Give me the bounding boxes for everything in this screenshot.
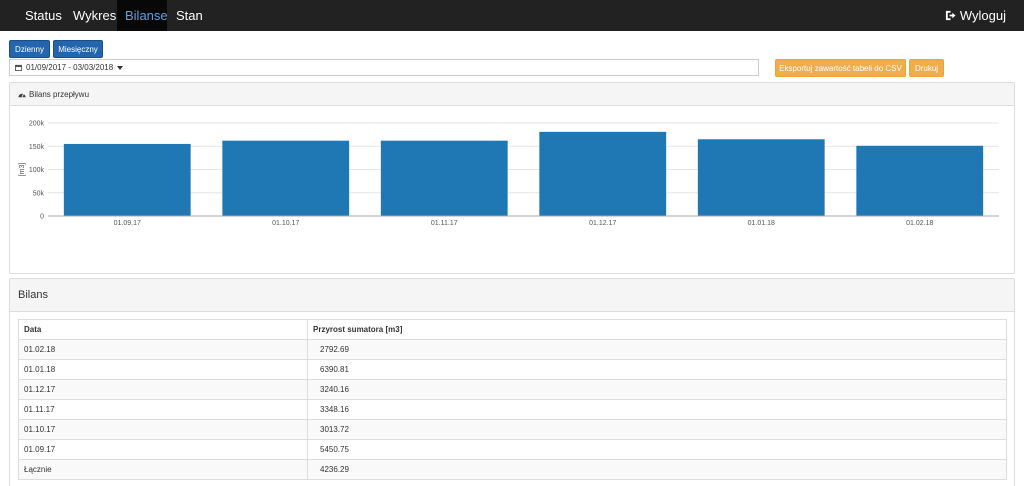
logout-label: Wyloguj	[959, 8, 1006, 23]
balance-table: Data Przyrost sumatora [m3] 01.02.18 279…	[18, 319, 1007, 480]
nav-status[interactable]: Status	[25, 8, 62, 23]
nav-wykres[interactable]: Wykres	[73, 8, 117, 23]
y-tick-label: 50k	[33, 190, 45, 197]
table-row-total: Łącznie 4236.29	[18, 459, 1007, 480]
chart-panel-title: Bilans przepływu	[29, 89, 90, 99]
table-row: 01.11.17 3348.16	[18, 399, 1007, 420]
bar	[539, 131, 667, 216]
x-tick-label: 01.02.18	[906, 220, 933, 227]
chart-panel-heading: Bilans przepływu	[10, 83, 1014, 106]
dashboard-icon	[18, 93, 26, 97]
export-csv-button[interactable]: Eksportuj zawartość tabeli do CSV	[775, 59, 906, 77]
row-value: 3013.72	[307, 419, 1007, 440]
flow-balance-panel: Bilans przepływu 0 50k 100k 150k 200k [m3] 01.…	[9, 82, 1015, 274]
balance-panel: Bilans Data Przyrost sumatora [m3] 01.02…	[9, 278, 1015, 486]
monthly-button[interactable]: Miesięczny	[53, 40, 103, 58]
bar	[856, 145, 984, 216]
x-tick-label: 01.12.17	[589, 220, 616, 227]
y-axis-label: [m3]	[19, 163, 26, 177]
row-value: 2792.69	[307, 339, 1007, 360]
row-date: 01.02.18	[18, 339, 308, 360]
print-button[interactable]: Drukuj	[909, 59, 944, 77]
row-date: 01.12.17	[18, 379, 308, 400]
x-tick-label: 01.11.17	[431, 220, 458, 227]
row-date: 01.11.17	[18, 399, 308, 420]
calendar-icon	[15, 64, 22, 71]
y-tick-label: 0	[40, 214, 44, 221]
row-value: 5450.75	[307, 439, 1007, 460]
table-header-row: Data Przyrost sumatora [m3]	[18, 319, 1007, 340]
row-value: 3240.16	[307, 379, 1007, 400]
table-row: 01.01.18 6390.81	[18, 359, 1007, 380]
row-date: 01.10.17	[18, 419, 308, 440]
table-row: 01.02.18 2792.69	[18, 339, 1007, 360]
nav-stan-sumatora[interactable]: Stan sumatora	[176, 8, 231, 54]
table-panel-title: Bilans	[18, 289, 48, 301]
table-row: 01.09.17 5450.75	[18, 439, 1007, 460]
daily-button[interactable]: Dzienny	[9, 40, 50, 58]
row-date: 01.01.18	[18, 359, 308, 380]
bar	[63, 143, 191, 216]
bar	[697, 139, 825, 216]
table-row: 01.12.17 3240.16	[18, 379, 1007, 400]
row-date: Łącznie	[18, 459, 308, 480]
column-header-increment: Przyrost sumatora [m3]	[307, 319, 1007, 340]
y-tick-label: 150k	[29, 144, 45, 151]
caret-down-icon	[117, 65, 124, 70]
sign-out-icon	[945, 10, 956, 21]
date-range-picker[interactable]: 01/09/2017 - 03/03/2018	[9, 59, 759, 76]
table-row: 01.10.17 3013.72	[18, 419, 1007, 440]
row-value: 4236.29	[307, 459, 1007, 480]
x-tick-label: 01.10.17	[272, 220, 299, 227]
bar	[380, 140, 508, 216]
date-range-value: 01/09/2017 - 03/03/2018	[26, 63, 114, 72]
top-navbar: Status Wykres Bilanse Stan sumatora Wylo…	[0, 0, 1024, 54]
table-panel-heading: Bilans	[10, 279, 1014, 312]
column-header-date: Data	[18, 319, 308, 340]
row-value: 6390.81	[307, 359, 1007, 380]
bar-chart: 0 50k 100k 150k 200k [m3] 01.09.17 01.10.17 01.1…	[19, 121, 999, 227]
logout-button[interactable]: Wyloguj	[945, 0, 1006, 31]
y-tick-label: 200k	[29, 121, 45, 128]
row-date: 01.09.17	[18, 439, 308, 460]
x-tick-label: 01.09.17	[114, 220, 141, 227]
x-tick-label: 01.01.18	[748, 220, 775, 227]
y-tick-label: 100k	[29, 167, 45, 174]
row-value: 3348.16	[307, 399, 1007, 420]
bar	[222, 140, 350, 216]
nav-bilanse[interactable]: Bilanse	[117, 0, 168, 31]
